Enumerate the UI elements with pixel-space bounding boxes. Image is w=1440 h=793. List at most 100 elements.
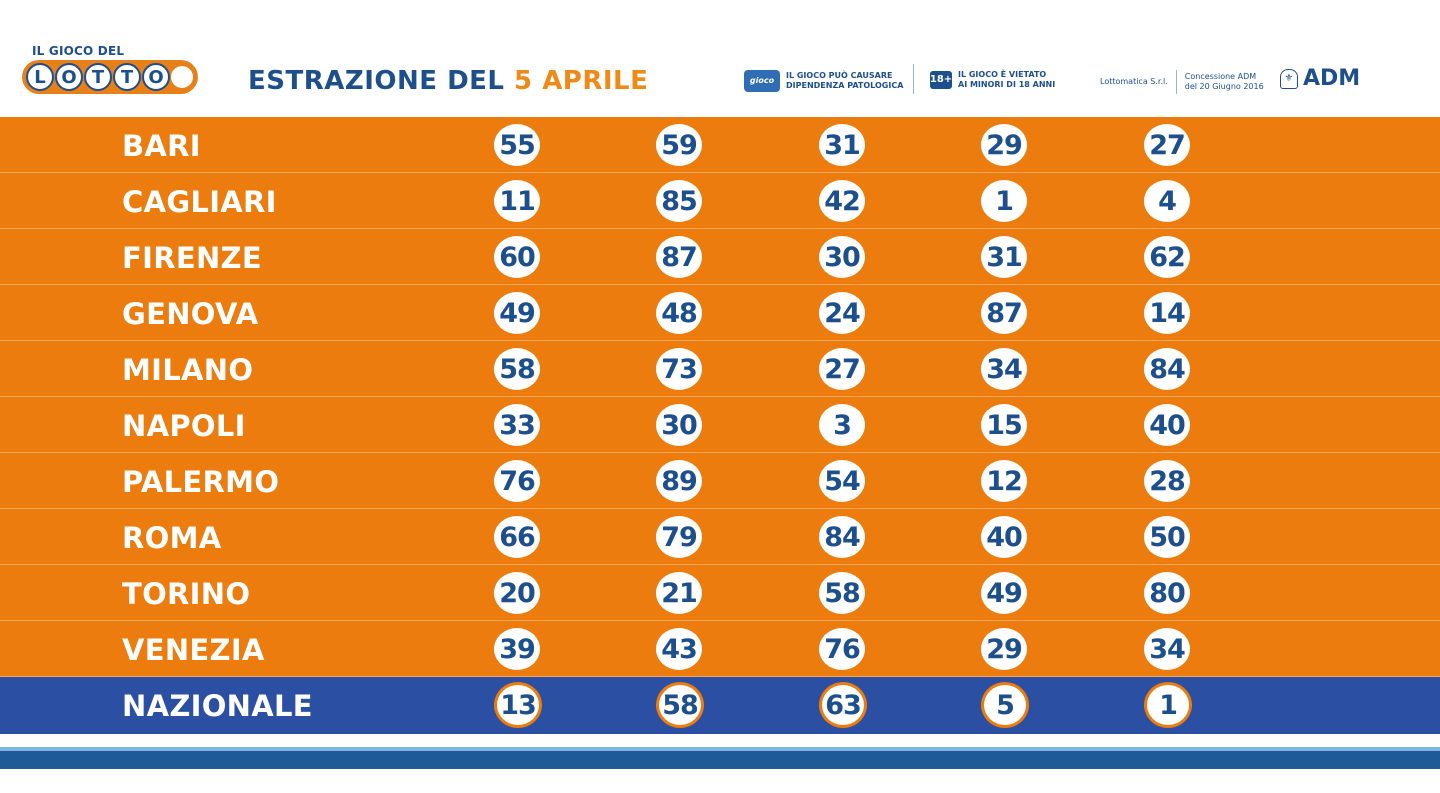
number-ball: 30 [656, 404, 702, 446]
number-ball: 40 [981, 516, 1027, 558]
number-ball: 73 [656, 348, 702, 390]
logo-letter: T [84, 63, 112, 91]
draw-row-cagliari: CAGLIARI 11 85 42 1 4 [0, 173, 1440, 229]
number-ball: 58 [819, 572, 865, 614]
number-ball: 89 [656, 460, 702, 502]
number-ball: 33 [494, 404, 540, 446]
age-warning-line1: IL GIOCO È VIETATO [958, 70, 1047, 79]
draw-row-torino: TORINO 20 21 58 49 80 [0, 565, 1440, 621]
city-name: NAZIONALE [122, 689, 313, 723]
number-ball: 5 [981, 682, 1029, 728]
draw-row-venezia: VENEZIA 39 43 76 29 34 [0, 621, 1440, 677]
adm-text: ADM [1303, 66, 1361, 91]
number-ball: 30 [819, 236, 865, 278]
number-ball: 87 [656, 236, 702, 278]
number-ball: 62 [1144, 236, 1190, 278]
logo-letter: T [113, 63, 141, 91]
number-ball: 3 [819, 404, 865, 446]
draw-row-napoli: NAPOLI 33 30 3 15 40 [0, 397, 1440, 453]
number-ball: 34 [1144, 628, 1190, 670]
draw-results-table: BARI 55 59 31 29 27 CAGLIARI 11 85 42 1 … [0, 117, 1440, 734]
draw-row-nazionale: NAZIONALE 13 58 63 5 1 [0, 677, 1440, 734]
age-warning: 18+ IL GIOCO È VIETATO AI MINORI DI 18 A… [930, 70, 1055, 90]
concession-line1: Concessione ADM [1184, 72, 1257, 81]
emblem-icon: ⚜ [1280, 68, 1298, 89]
age-badge-icon: 18+ [930, 71, 952, 89]
title-prefix: ESTRAZIONE DEL [248, 66, 505, 96]
number-ball: 1 [981, 180, 1027, 222]
footer-bar [0, 751, 1440, 769]
number-ball: 15 [981, 404, 1027, 446]
number-ball: 58 [494, 348, 540, 390]
number-ball: 49 [494, 292, 540, 334]
city-name: VENEZIA [122, 633, 265, 667]
number-ball: 4 [1144, 180, 1190, 222]
concession-info: Lottomatica S.r.l. Concessione ADM del 2… [1100, 70, 1264, 94]
city-name: TORINO [122, 577, 251, 611]
gambling-warning-line2: DIPENDENZA PATOLOGICA [786, 81, 904, 90]
draw-row-milano: MILANO 58 73 27 34 84 [0, 341, 1440, 397]
number-ball: 14 [1144, 292, 1190, 334]
number-ball: 20 [494, 572, 540, 614]
number-ball: 31 [819, 124, 865, 166]
header: IL GIOCO DEL L O T T O ESTRAZIONE DEL 5 … [0, 0, 1440, 117]
city-name: NAPOLI [122, 409, 246, 443]
city-name: CAGLIARI [122, 185, 277, 219]
number-ball: 13 [494, 682, 542, 728]
footer-line [0, 747, 1440, 751]
logo-letter: O [142, 63, 170, 91]
gambling-warning: gioco IL GIOCO PUÒ CAUSARE DIPENDENZA PA… [744, 70, 903, 92]
number-ball: 54 [819, 460, 865, 502]
number-ball: 31 [981, 236, 1027, 278]
number-ball: 58 [656, 682, 704, 728]
age-warning-line2: AI MINORI DI 18 ANNI [958, 80, 1056, 89]
number-ball: 48 [656, 292, 702, 334]
number-ball: 87 [981, 292, 1027, 334]
number-ball: 55 [494, 124, 540, 166]
city-name: GENOVA [122, 297, 259, 331]
number-ball: 39 [494, 628, 540, 670]
draw-row-firenze: FIRENZE 60 87 30 31 62 [0, 229, 1440, 285]
number-ball: 79 [656, 516, 702, 558]
number-ball: 27 [1144, 124, 1190, 166]
divider [1175, 70, 1177, 94]
number-ball: 24 [819, 292, 865, 334]
number-ball: 50 [1144, 516, 1190, 558]
number-ball: 85 [656, 180, 702, 222]
logo-top-text: IL GIOCO DEL [32, 44, 125, 58]
concession-line2: del 20 Giugno 2016 [1184, 82, 1264, 91]
gambling-warning-line1: IL GIOCO PUÒ CAUSARE [786, 71, 893, 80]
number-ball: 40 [1144, 404, 1190, 446]
number-ball: 21 [656, 572, 702, 614]
number-ball: 76 [494, 460, 540, 502]
number-ball: 1 [1144, 682, 1192, 728]
city-name: PALERMO [122, 465, 280, 499]
divider [913, 64, 914, 94]
number-ball: 84 [819, 516, 865, 558]
draw-row-palermo: PALERMO 76 89 54 12 28 [0, 453, 1440, 509]
number-ball: 84 [1144, 348, 1190, 390]
title-date: 5 APRILE [514, 66, 649, 96]
number-ball: 76 [819, 628, 865, 670]
number-ball: 66 [494, 516, 540, 558]
lotto-logo: IL GIOCO DEL L O T T O [22, 44, 198, 94]
footer-bottom [0, 769, 1440, 793]
adm-logo: ⚜ ADM [1280, 66, 1360, 91]
logo-dot-icon [171, 66, 193, 88]
operator-name: Lottomatica S.r.l. [1100, 77, 1168, 86]
number-ball: 42 [819, 180, 865, 222]
page-title: ESTRAZIONE DEL 5 APRILE [248, 66, 648, 96]
game-responsibly-icon: gioco [744, 70, 780, 92]
number-ball: 60 [494, 236, 540, 278]
draw-row-roma: ROMA 66 79 84 40 50 [0, 509, 1440, 565]
number-ball: 29 [981, 628, 1027, 670]
draw-row-bari: BARI 55 59 31 29 27 [0, 117, 1440, 173]
city-name: FIRENZE [122, 241, 262, 275]
number-ball: 63 [819, 682, 867, 728]
logo-letter: L [26, 63, 54, 91]
logo-balls: L O T T O [22, 60, 198, 94]
number-ball: 59 [656, 124, 702, 166]
number-ball: 12 [981, 460, 1027, 502]
number-ball: 43 [656, 628, 702, 670]
number-ball: 49 [981, 572, 1027, 614]
